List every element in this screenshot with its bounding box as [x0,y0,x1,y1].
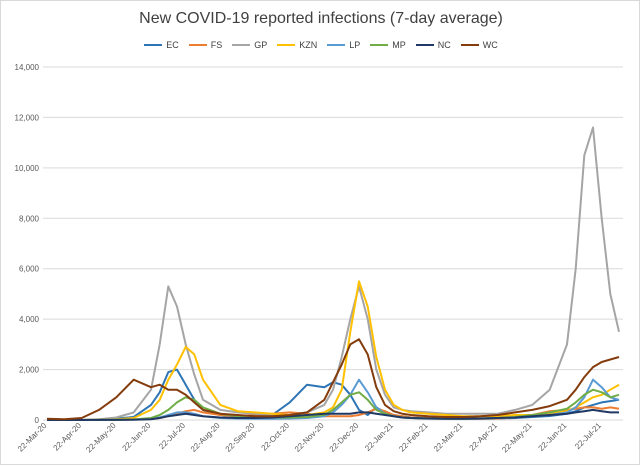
legend-swatch [415,44,434,46]
legend-item-gp: GP [232,40,267,50]
x-tick-label: 22-Dec-20 [328,421,361,454]
x-tick-label: 22-Feb-21 [397,421,430,454]
legend: EC FS GP KZN LP MP NC WC [1,40,640,50]
legend-label: WC [482,40,498,50]
legend-swatch [188,44,207,46]
legend-label: LP [349,40,361,50]
series-line-kzn [47,280,620,421]
y-tick-label: 8,000 [19,214,40,223]
legend-item-ec: EC [144,40,179,50]
legend-label: FS [210,40,223,50]
y-tick-label: 2,000 [19,366,40,375]
legend-swatch [370,44,389,46]
series-line-gp [47,126,620,421]
legend-label: GP [254,40,268,50]
x-tick-label: 22-Jan-21 [363,421,395,453]
x-tick-label: 22-Jun-21 [537,421,569,453]
x-tick-label: 22-Jul-21 [573,421,603,451]
x-tick-label: 22-Apr-21 [468,421,500,453]
x-tick-label: 22-Mar-21 [432,421,465,454]
x-tick-label: 22-Sep-20 [224,421,257,454]
x-tick-label: 22-Apr-20 [52,421,84,453]
legend-item-nc: NC [415,40,451,50]
y-tick-label: 14,000 [15,63,40,72]
legend-label: EC [166,40,179,50]
chart-title: New COVID-19 reported infections (7-day … [139,10,503,27]
series-line-nc [47,408,619,421]
legend-swatch [460,44,479,46]
legend-item-wc: WC [460,40,498,50]
series-line-mp [47,388,620,421]
legend-swatch [327,44,346,46]
legend-swatch [232,44,251,46]
y-tick-label: 0 [35,416,40,425]
legend-label: MP [392,40,406,50]
legend-label: KZN [299,40,318,50]
x-tick-label: 22-Mar-20 [16,421,49,454]
x-tick-label: 22-Aug-20 [189,421,222,454]
legend-label: NC [437,40,451,50]
legend-item-kzn: KZN [277,40,317,50]
x-tick-label: 22-May-21 [500,421,534,455]
x-tick-label: 22-Oct-20 [260,421,292,453]
series-line-wc [46,338,620,421]
y-tick-label: 12,000 [15,113,40,122]
y-tick-label: 10,000 [15,164,40,173]
x-tick-label: 22-Nov-20 [293,421,326,454]
x-tick-label: 22-May-20 [84,421,118,455]
x-tick-label: 22-Jul-20 [157,421,187,451]
legend-item-mp: MP [370,40,406,50]
y-tick-label: 4,000 [19,315,40,324]
legend-swatch [144,44,163,46]
y-tick-label: 6,000 [19,265,40,274]
x-tick-label: 22-Jun-20 [121,421,153,453]
legend-item-fs: FS [188,40,223,50]
legend-swatch [277,44,296,46]
legend-item-lp: LP [327,40,360,50]
